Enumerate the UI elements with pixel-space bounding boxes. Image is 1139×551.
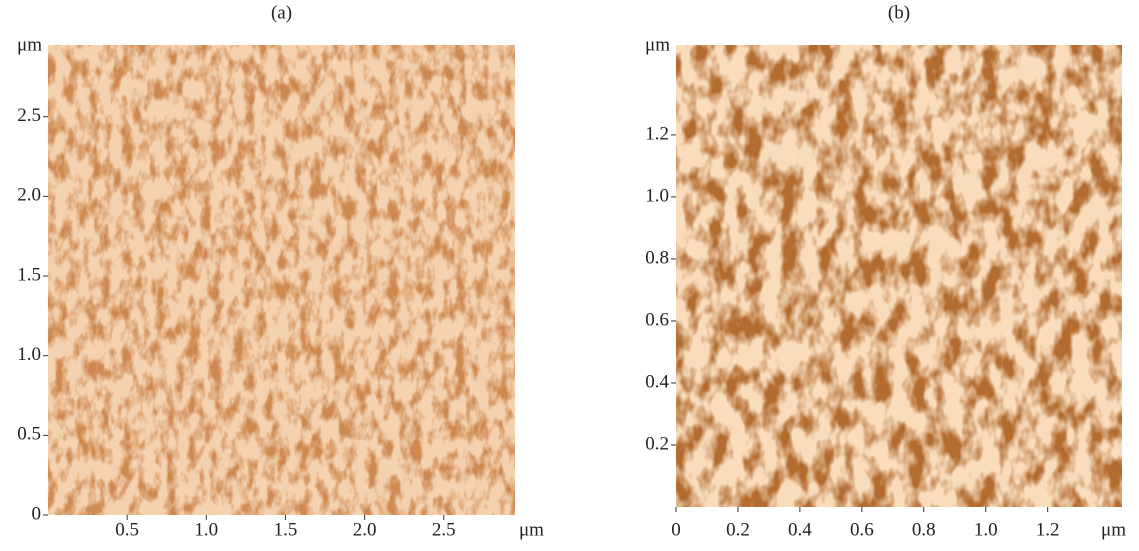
- panel-a-image: [48, 45, 515, 515]
- y-unit: μm: [645, 34, 670, 55]
- x-unit: μm: [1101, 519, 1126, 540]
- y-tick-label: 0: [32, 503, 42, 524]
- panel-b-image: [676, 45, 1122, 507]
- y-tick-label: 0.4: [645, 371, 669, 392]
- y-tick-label: 2.5: [17, 105, 41, 126]
- x-tick-label: 1.2: [1036, 519, 1060, 540]
- panel-title: (a): [271, 2, 292, 23]
- x-tick-label: 0.6: [850, 519, 874, 540]
- x-unit: μm: [519, 519, 544, 540]
- x-tick-label: 0.2: [726, 519, 750, 540]
- x-tick-label: 0.4: [788, 519, 812, 540]
- x-tick-label: 0.8: [912, 519, 936, 540]
- x-tick-label: 2.5: [432, 519, 456, 540]
- y-tick-label: 2.0: [17, 185, 41, 206]
- y-tick-label: 0.5: [17, 424, 41, 445]
- x-tick-label: 1.0: [194, 519, 218, 540]
- x-tick-label: 0.5: [115, 519, 139, 540]
- y-tick-label: 0.6: [645, 309, 669, 330]
- y-tick-label: 1.5: [17, 264, 41, 285]
- panel-title: (b): [888, 2, 910, 23]
- x-tick-label: 1.0: [974, 519, 998, 540]
- y-tick-label: 1.0: [17, 344, 41, 365]
- y-tick-label: 1.2: [645, 123, 669, 144]
- x-tick-label: 0: [671, 519, 681, 540]
- x-tick-label: 2.0: [353, 519, 377, 540]
- y-tick-label: 0.2: [645, 433, 669, 454]
- y-tick-label: 1.0: [645, 185, 669, 206]
- y-unit: μm: [17, 34, 42, 55]
- x-tick-label: 1.5: [274, 519, 298, 540]
- y-tick-label: 0.8: [645, 247, 669, 268]
